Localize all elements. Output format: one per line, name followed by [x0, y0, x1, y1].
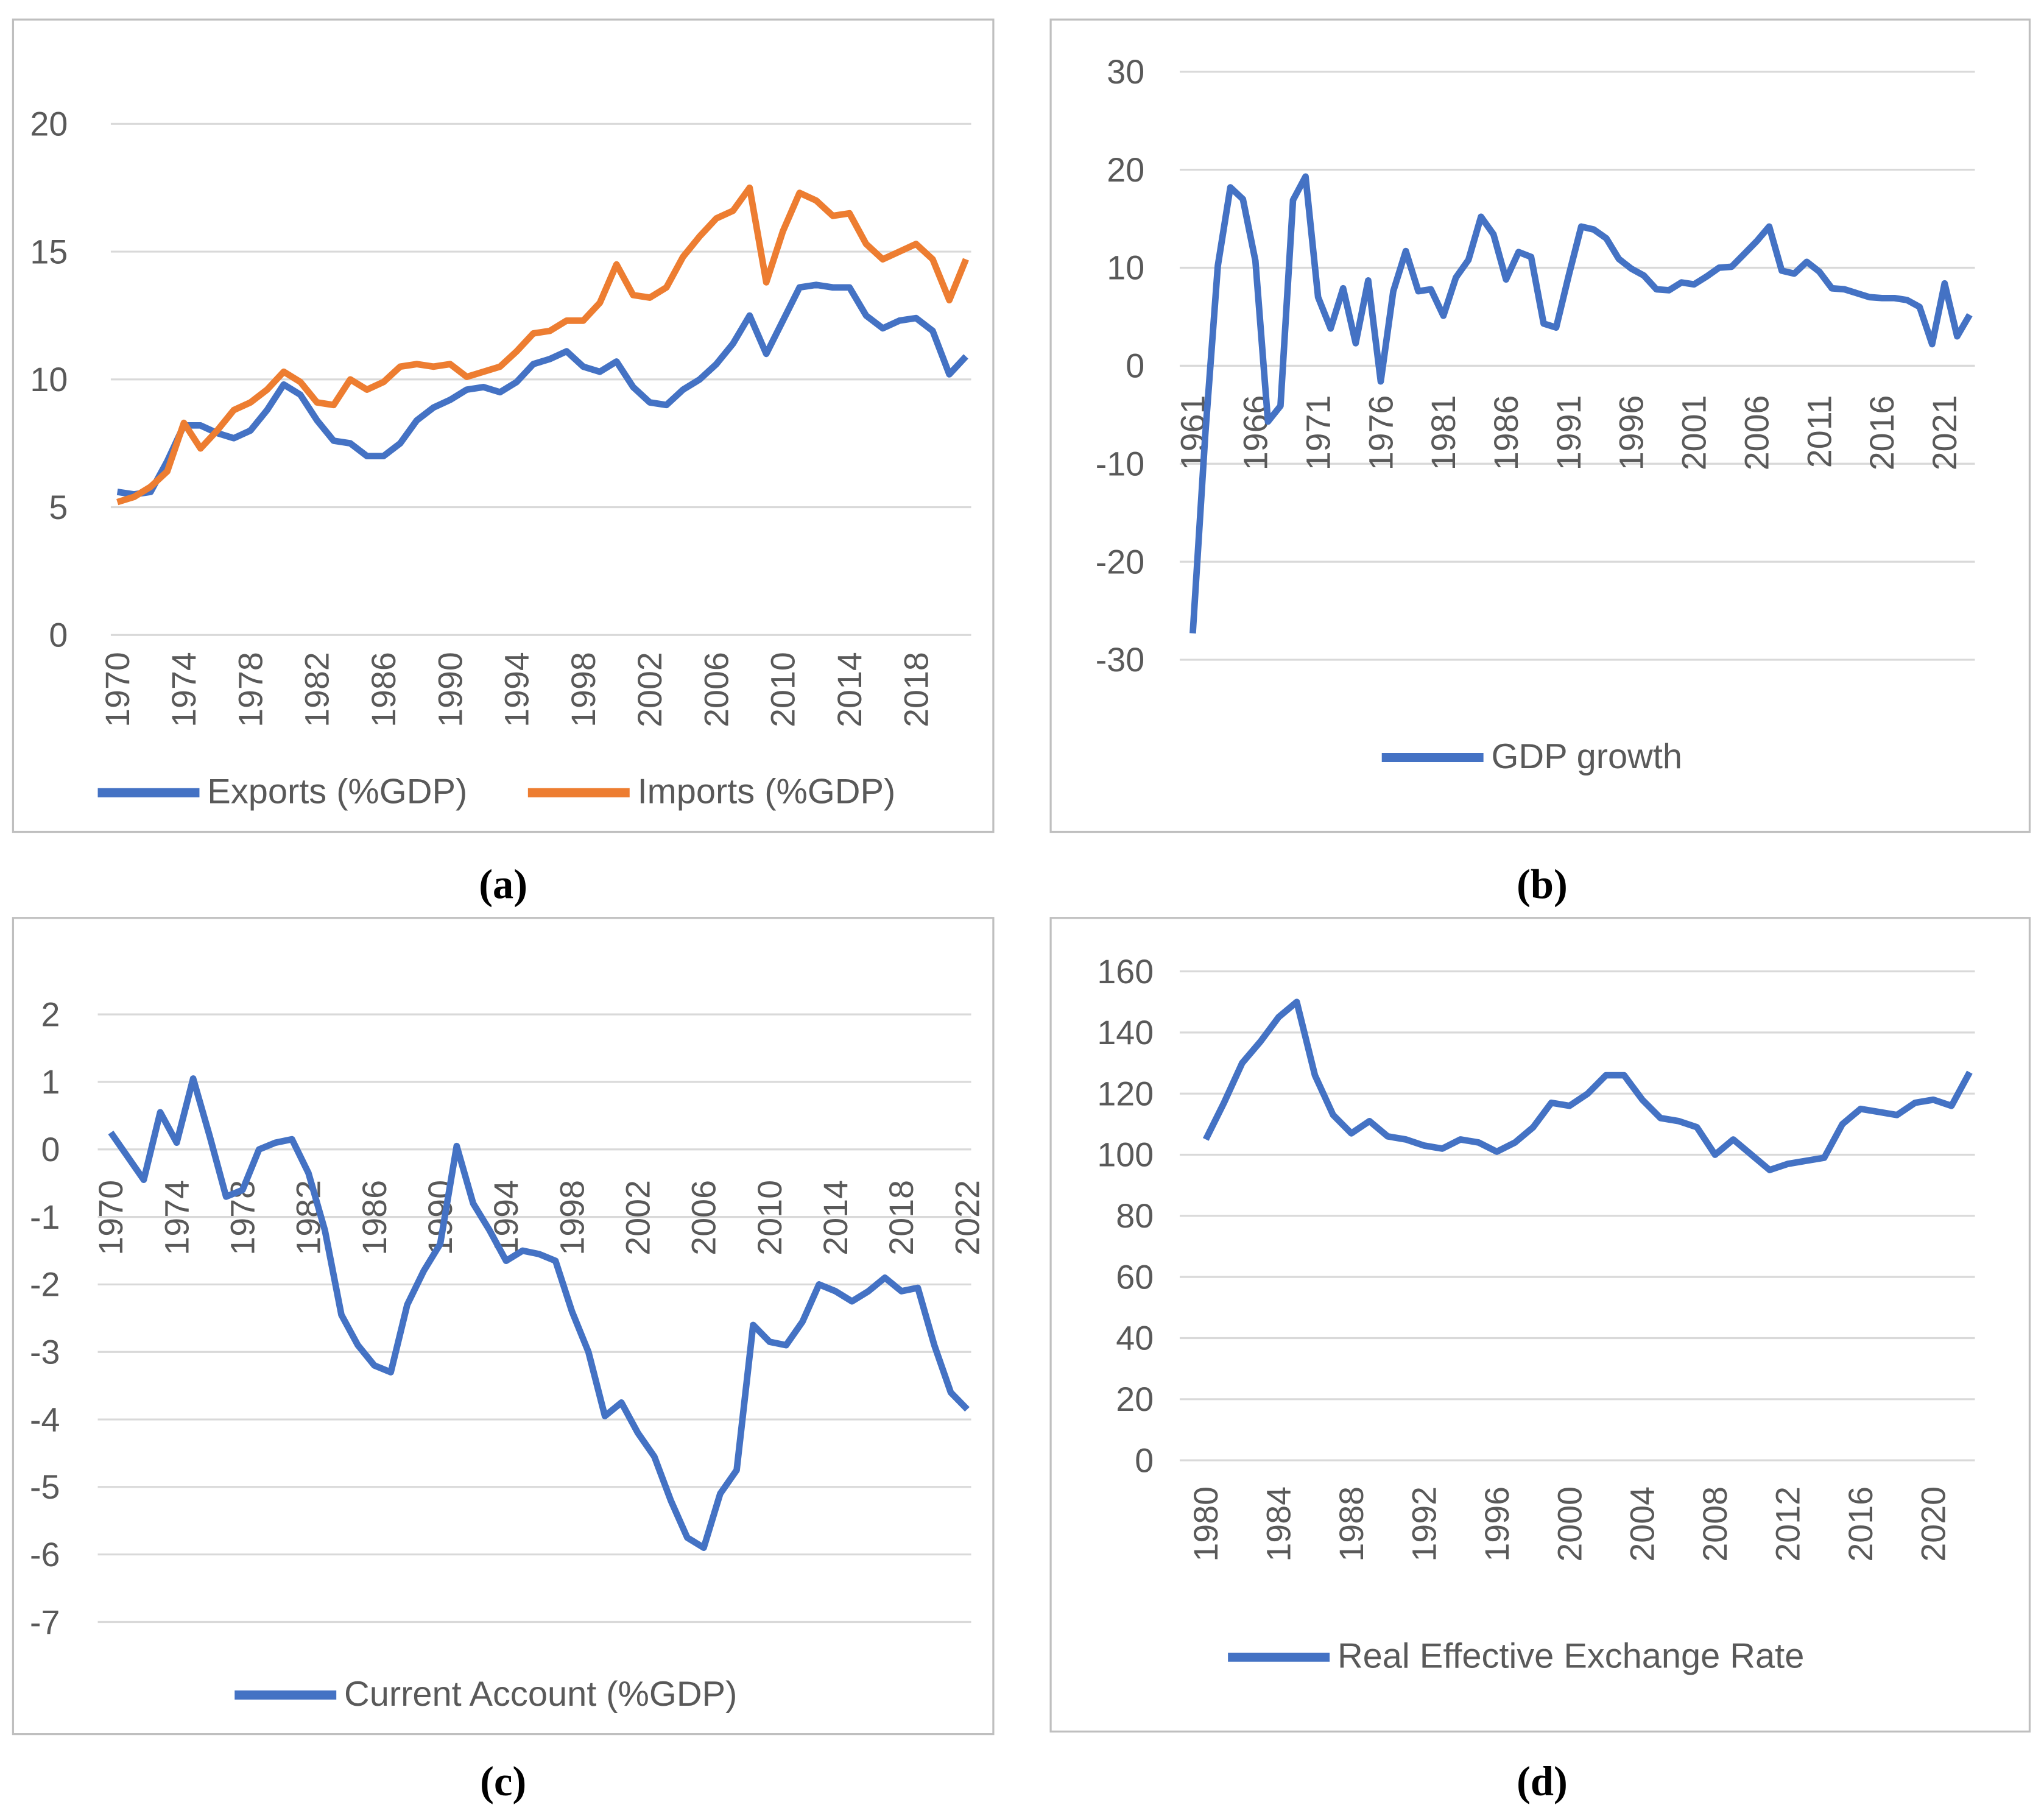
y-tick-label: -6 [30, 1536, 60, 1574]
y-tick-label: 0 [1135, 1441, 1154, 1479]
x-tick-label: 2001 [1676, 395, 1713, 471]
y-tick-label: 0 [49, 617, 68, 654]
y-tick-label: 30 [1107, 53, 1144, 91]
y-tick-label: -20 [1096, 543, 1144, 581]
y-tick-label: 20 [1116, 1380, 1154, 1418]
y-tick-label: 80 [1116, 1197, 1154, 1235]
y-tick-label: -7 [30, 1603, 60, 1641]
x-tick-label: 2006 [697, 652, 735, 727]
x-tick-label: 2014 [831, 652, 869, 727]
y-tick-label: -2 [30, 1266, 60, 1304]
y-tick-label: 20 [1107, 151, 1144, 189]
x-tick-label: 1980 [1187, 1486, 1225, 1562]
x-tick-label: 2022 [948, 1180, 986, 1256]
legend-label: Imports (%GDP) [638, 772, 896, 811]
x-tick-label: 1992 [1405, 1486, 1443, 1562]
x-tick-label: 1976 [1362, 395, 1400, 471]
x-tick-label: 1971 [1299, 395, 1337, 471]
x-tick-label: 1991 [1550, 395, 1588, 471]
caption: (a) [479, 861, 527, 908]
y-tick-label: -5 [30, 1468, 60, 1506]
y-tick-label: -10 [1096, 445, 1144, 482]
y-tick-label: 160 [1097, 953, 1154, 991]
x-tick-label: 1986 [356, 1180, 393, 1256]
x-tick-label: 1981 [1425, 395, 1462, 471]
caption: (d) [1517, 1758, 1568, 1804]
x-tick-label: 1970 [99, 652, 136, 727]
caption: (c) [480, 1758, 526, 1804]
x-tick-label: 1974 [165, 652, 203, 727]
y-tick-label: -3 [30, 1334, 60, 1371]
x-tick-label: 1996 [1613, 395, 1651, 471]
x-tick-label: 1978 [231, 652, 269, 727]
x-tick-label: 2016 [1842, 1486, 1880, 1562]
panel-frame [12, 917, 995, 1736]
y-tick-label: 0 [41, 1131, 60, 1168]
x-tick-label: 2002 [631, 652, 669, 727]
x-tick-label: 1994 [487, 1180, 525, 1256]
y-tick-label: -30 [1096, 641, 1144, 679]
x-tick-label: 2020 [1915, 1486, 1953, 1562]
x-tick-label: 1990 [431, 652, 469, 727]
y-tick-label: 100 [1097, 1136, 1154, 1174]
y-tick-label: 0 [1126, 347, 1144, 385]
x-tick-label: 1974 [158, 1180, 196, 1256]
y-tick-label: 120 [1097, 1075, 1154, 1112]
y-tick-label: 15 [30, 233, 68, 270]
x-tick-label: 1998 [553, 1180, 591, 1256]
y-tick-label: -1 [30, 1198, 60, 1236]
data-line [108, 1075, 970, 1551]
legend-label: Current Account (%GDP) [344, 1675, 737, 1714]
x-tick-label: 2008 [1696, 1486, 1734, 1562]
panel-frame [12, 18, 995, 833]
x-tick-label: 1982 [298, 652, 336, 727]
x-tick-label: 2018 [883, 1180, 920, 1256]
x-tick-label: 1986 [1487, 395, 1525, 471]
x-tick-label: 1984 [1260, 1486, 1297, 1562]
y-tick-label: -4 [30, 1401, 60, 1438]
data-line [1189, 173, 1973, 634]
y-tick-label: 20 [30, 105, 68, 143]
x-tick-label: 2010 [751, 1180, 789, 1256]
x-tick-label: 2018 [897, 652, 935, 727]
panel-frame [1049, 917, 2031, 1733]
y-tick-label: 140 [1097, 1014, 1154, 1051]
data-line [116, 281, 968, 498]
panel-frame [1049, 18, 2031, 833]
caption: (b) [1517, 861, 1568, 908]
legend-label: Exports (%GDP) [207, 772, 467, 811]
x-tick-label: 2006 [685, 1180, 723, 1256]
y-tick-label: 10 [30, 361, 68, 398]
x-tick-label: 2000 [1551, 1486, 1588, 1562]
y-tick-label: 40 [1116, 1320, 1154, 1357]
x-tick-label: 1996 [1478, 1486, 1516, 1562]
x-tick-label: 1998 [565, 652, 602, 727]
y-tick-label: 2 [41, 995, 60, 1033]
x-tick-label: 1986 [365, 652, 403, 727]
x-tick-label: 2002 [619, 1180, 657, 1256]
data-line [1202, 998, 1973, 1173]
x-tick-label: 2021 [1926, 395, 1964, 471]
x-tick-label: 2004 [1624, 1486, 1662, 1562]
x-tick-label: 1970 [92, 1180, 130, 1256]
legend-label: GDP growth [1492, 737, 1683, 776]
y-tick-label: 10 [1107, 249, 1144, 287]
y-tick-label: 60 [1116, 1258, 1154, 1296]
y-tick-label: 5 [49, 489, 68, 526]
y-tick-label: 1 [41, 1063, 60, 1101]
data-line [116, 184, 969, 506]
x-tick-label: 1988 [1333, 1486, 1370, 1562]
x-tick-label: 2016 [1863, 395, 1901, 471]
x-tick-label: 2012 [1769, 1486, 1807, 1562]
x-tick-label: 2014 [817, 1180, 855, 1256]
legend-label: Real Effective Exchange Rate [1337, 1637, 1804, 1676]
x-tick-label: 2011 [1800, 395, 1838, 468]
x-tick-label: 1994 [498, 652, 536, 727]
x-tick-label: 2006 [1738, 395, 1775, 471]
x-tick-label: 2010 [764, 652, 802, 727]
